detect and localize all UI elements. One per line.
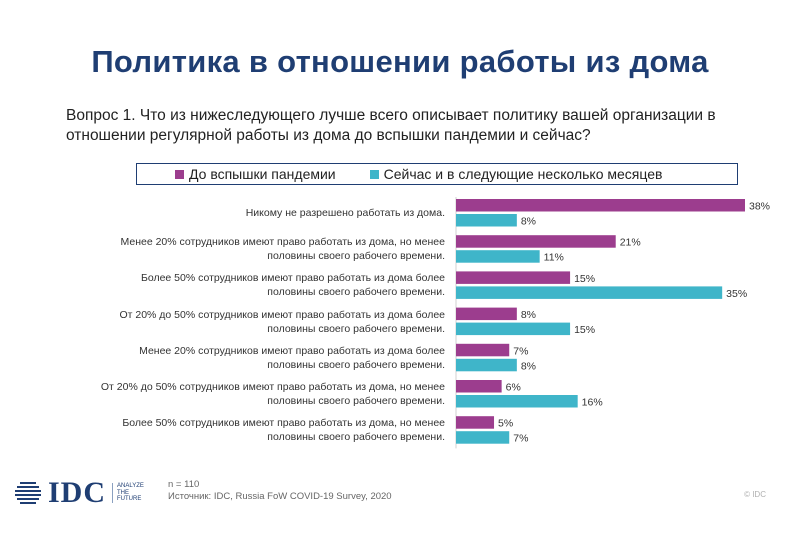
bar-before xyxy=(456,235,616,248)
category-label-line: От 20% до 50% сотрудников имеют право ра… xyxy=(119,308,445,321)
category-label-line: Никому не разрешено работать из дома. xyxy=(245,207,445,219)
category-label-line: половины своего рабочего времени. xyxy=(267,250,445,263)
source-note: Источник: IDC, Russia FoW COVID-19 Surve… xyxy=(168,491,392,502)
bar-before xyxy=(456,271,571,284)
chart-legend: До вспышки пандемии Сейчас и в следующие… xyxy=(136,163,738,185)
data-label: 15% xyxy=(574,324,595,336)
idc-logo: IDC ANALYZE THE FUTURE xyxy=(14,476,144,510)
category-label-line: Более 50% сотрудников имеют право работа… xyxy=(140,272,445,285)
data-label: 8% xyxy=(521,309,536,321)
legend-item-before: До вспышки пандемии xyxy=(175,166,336,182)
data-label: 11% xyxy=(544,252,564,264)
category-label-line: Менее 20% сотрудников имеют право работа… xyxy=(139,344,445,357)
bar-now xyxy=(456,214,517,227)
copyright: © IDC xyxy=(744,490,766,499)
data-label: 38% xyxy=(749,201,770,213)
category-label-line: половины своего рабочего времени. xyxy=(267,286,445,299)
bar-now xyxy=(456,431,510,444)
bar-now xyxy=(456,250,540,263)
data-label: 7% xyxy=(513,345,528,357)
category-label: Более 50% сотрудников имеют право работа… xyxy=(25,271,445,299)
category-label-line: Менее 20% сотрудников имеют право работа… xyxy=(120,236,445,249)
tagline-line: ANALYZE xyxy=(117,483,144,490)
legend-swatch-now xyxy=(369,169,379,179)
category-label-line: половины своего рабочего времени. xyxy=(267,395,445,407)
data-label: 35% xyxy=(726,288,747,300)
category-label-line: половины своего рабочего времени. xyxy=(267,322,445,335)
category-label: От 20% до 50% сотрудников имеют право ра… xyxy=(25,380,445,408)
data-label: 8% xyxy=(521,216,536,228)
bar-now xyxy=(456,286,723,299)
sample-size: n = 110 xyxy=(168,479,200,490)
legend-label-now: Сейчас и в следующие несколько месяцев xyxy=(383,166,663,182)
data-label: 8% xyxy=(521,360,536,372)
tagline-line: THE xyxy=(117,489,130,496)
bar-now xyxy=(456,322,571,336)
bar-before xyxy=(456,416,495,429)
bar-before xyxy=(456,199,745,212)
category-label-line: Более 50% сотрудников имеют право работа… xyxy=(122,417,445,430)
data-label: 5% xyxy=(498,418,513,430)
category-label: Более 50% сотрудников имеют право работа… xyxy=(25,416,445,444)
bar-before xyxy=(456,343,510,357)
data-label: 6% xyxy=(506,382,521,394)
legend-item-now: Сейчас и в следующие несколько месяцев xyxy=(369,166,663,182)
category-label-line: половины своего рабочего времени. xyxy=(267,431,445,444)
page-title: Политика в отношении работы из дома xyxy=(91,44,709,79)
question-text: Вопрос 1. Что из нижеследующего лучше вс… xyxy=(66,107,716,144)
category-label-line: половины своего рабочего времени. xyxy=(267,358,445,371)
category-label-line: От 20% до 50% сотрудников имеют право ра… xyxy=(100,381,445,393)
bar-before xyxy=(456,307,517,321)
bar-before xyxy=(456,380,502,393)
data-label: 21% xyxy=(620,237,641,249)
category-label: Никому не разрешено работать из дома. xyxy=(25,206,445,220)
globe-icon xyxy=(15,482,41,504)
data-label: 7% xyxy=(513,433,528,445)
category-label: Менее 20% сотрудников имеют право работа… xyxy=(25,235,445,263)
legend-label-before: До вспышки пандемии xyxy=(189,166,336,182)
data-label: 16% xyxy=(582,397,603,409)
data-label: 15% xyxy=(574,273,595,285)
logo-text: IDC xyxy=(48,476,107,509)
bar-now xyxy=(456,395,578,408)
category-label: От 20% до 50% сотрудников имеют право ра… xyxy=(25,308,445,336)
category-label: Менее 20% сотрудников имеют право работа… xyxy=(25,344,445,372)
bar-now xyxy=(456,358,517,372)
legend-swatch-before xyxy=(175,169,184,179)
logo-tagline: ANALYZE THE FUTURE xyxy=(112,483,144,503)
tagline-line: FUTURE xyxy=(117,496,142,503)
